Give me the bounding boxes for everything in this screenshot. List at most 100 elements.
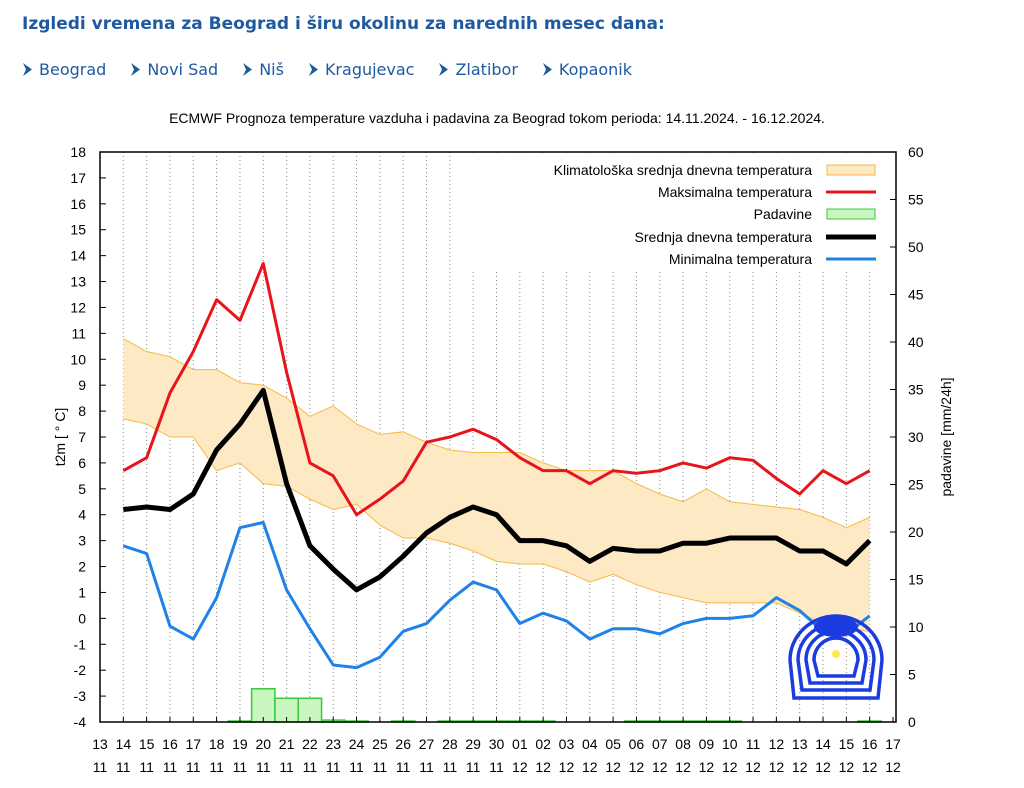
x-tick-month: 11 — [279, 759, 294, 775]
x-tick-day: 14 — [116, 736, 132, 752]
x-tick-day: 26 — [395, 736, 411, 752]
x-tick-month: 12 — [745, 759, 761, 775]
x-tick-month: 11 — [139, 759, 154, 775]
x-tick-month: 12 — [815, 759, 831, 775]
legend-swatch — [826, 164, 876, 176]
y-tick-label: 0 — [78, 610, 86, 626]
x-tick-month: 12 — [699, 759, 715, 775]
x-tick-day: 01 — [512, 736, 528, 752]
climatology-lower-line — [123, 418, 870, 632]
x-tick-day: 24 — [349, 736, 365, 752]
x-tick-month: 11 — [373, 759, 388, 775]
x-tick-day: 13 — [92, 736, 108, 752]
x-tick-month: 11 — [419, 759, 434, 775]
y-tick-label: 5 — [78, 481, 86, 497]
x-tick-day: 27 — [419, 736, 435, 752]
x-tick-month: 12 — [792, 759, 808, 775]
y-tick-label: -1 — [74, 636, 87, 652]
x-tick-month: 12 — [652, 759, 668, 775]
climatology-band — [123, 338, 870, 632]
x-tick-day: 17 — [186, 736, 202, 752]
x-tick-day: 16 — [162, 736, 178, 752]
x-tick-day: 18 — [209, 736, 225, 752]
x-tick-month: 12 — [535, 759, 551, 775]
y-tick-label: 18 — [70, 144, 86, 160]
logo-sun — [832, 650, 840, 658]
x-tick-day: 25 — [372, 736, 388, 752]
y-tick-label: 3 — [78, 533, 86, 549]
x-tick-day: 19 — [232, 736, 248, 752]
x-tick-day: 21 — [279, 736, 295, 752]
chevron-right-icon — [23, 63, 32, 76]
x-tick-day: 29 — [465, 736, 481, 752]
y2-tick-label: 60 — [908, 144, 924, 160]
x-tick-month: 12 — [885, 759, 901, 775]
x-tick-day: 13 — [792, 736, 808, 752]
x-tick-month: 11 — [443, 759, 458, 775]
x-tick-day: 12 — [769, 736, 785, 752]
y2-tick-label: 20 — [908, 524, 924, 540]
nav-link-beograd[interactable]: Beograd — [22, 60, 106, 79]
y2-tick-label: 40 — [908, 334, 924, 350]
x-tick-month: 11 — [303, 759, 318, 775]
x-tick-day: 02 — [535, 736, 551, 752]
nav-link-label: Niš — [259, 60, 284, 79]
x-tick-month: 11 — [209, 759, 224, 775]
y-tick-label: 10 — [70, 351, 86, 367]
x-tick-day: 11 — [746, 736, 761, 752]
nav-link-niš[interactable]: Niš — [242, 60, 284, 79]
y2-tick-label: 25 — [908, 477, 924, 493]
x-tick-month: 12 — [862, 759, 878, 775]
x-tick-day: 08 — [675, 736, 691, 752]
nav-link-kragujevac[interactable]: Kragujevac — [308, 60, 415, 79]
page-title: Izgledi vremena za Beograd i širu okolin… — [22, 14, 665, 34]
x-tick-month: 12 — [629, 759, 645, 775]
x-tick-month: 11 — [93, 759, 108, 775]
logo-cloud — [814, 617, 858, 637]
x-tick-day: 14 — [815, 736, 831, 752]
climatology-upper-line — [123, 338, 870, 529]
legend-label: Minimalna temperatura — [669, 251, 812, 267]
y-tick-label: 4 — [78, 507, 86, 523]
x-tick-month: 11 — [326, 759, 341, 775]
x-tick-month: 12 — [512, 759, 528, 775]
x-tick-month: 12 — [722, 759, 738, 775]
nav-link-label: Beograd — [39, 60, 107, 79]
x-tick-month: 11 — [489, 759, 504, 775]
chart-title: ECMWF Prognoza temperature vazduha i pad… — [169, 110, 825, 126]
y-tick-label: 9 — [78, 377, 86, 393]
x-tick-day: 22 — [302, 736, 318, 752]
y2-tick-label: 30 — [908, 429, 924, 445]
x-tick-month: 11 — [466, 759, 481, 775]
y-tick-label: 6 — [78, 455, 86, 471]
legend-swatch — [826, 208, 876, 220]
x-tick-month: 12 — [769, 759, 785, 775]
logo-ring — [788, 614, 884, 700]
mean-temp-line — [123, 387, 872, 593]
nav-link-label: Novi Sad — [147, 60, 219, 79]
y-tick-label: 16 — [70, 196, 86, 212]
nav-link-kopaonik[interactable]: Kopaonik — [542, 60, 632, 79]
chevron-right-icon — [308, 63, 318, 76]
y-axis-label: t2m [ ° C] — [52, 408, 68, 467]
min-temp-line — [122, 521, 871, 670]
y-tick-label: 11 — [71, 325, 86, 341]
nav-link-zlatibor[interactable]: Zlatibor — [438, 60, 518, 79]
y-tick-label: 15 — [70, 222, 86, 238]
x-tick-month: 11 — [396, 759, 411, 775]
chevron-right-icon — [131, 63, 141, 76]
city-nav: Beograd Novi Sad Niš Kragujevac Zlatibor Kopa… — [22, 60, 632, 79]
y2-tick-label: 10 — [908, 619, 924, 635]
x-tick-day: 04 — [582, 736, 598, 752]
x-tick-day: 07 — [652, 736, 668, 752]
x-tick-day: 23 — [325, 736, 341, 752]
forecast-chart: ECMWF Prognoza temperature vazduha i pad… — [52, 110, 954, 775]
nav-link-novi-sad[interactable]: Novi Sad — [130, 60, 218, 79]
y2-tick-label: 35 — [908, 382, 924, 398]
x-tick-month: 12 — [582, 759, 598, 775]
x-tick-month: 11 — [256, 759, 271, 775]
x-tick-day: 15 — [839, 736, 855, 752]
y-tick-label: 7 — [78, 429, 86, 445]
nav-link-label: Kragujevac — [324, 60, 415, 79]
y2-tick-label: 0 — [908, 714, 916, 730]
